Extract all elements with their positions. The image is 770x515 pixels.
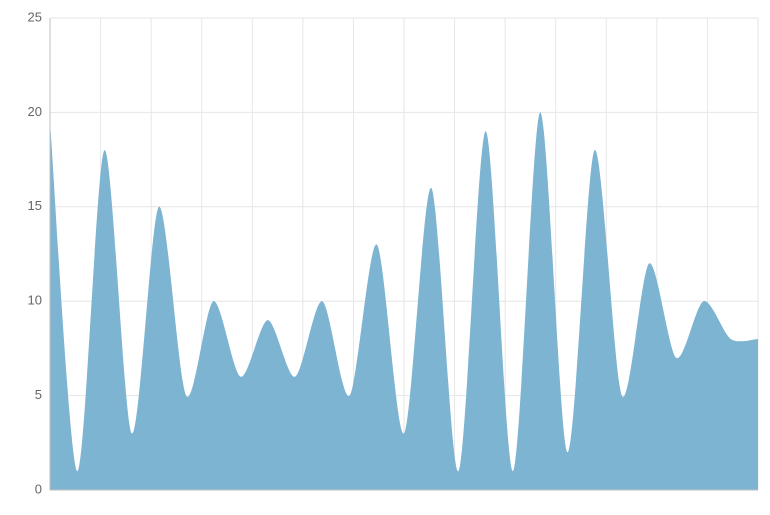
y-tick-label: 5: [35, 387, 42, 402]
y-tick-label: 15: [28, 198, 42, 213]
y-tick-label: 25: [28, 9, 42, 24]
chart-svg: 0 5 10 15 20 25: [0, 0, 770, 515]
y-tick-label: 10: [28, 293, 42, 308]
area-chart: 0 5 10 15 20 25: [0, 0, 770, 515]
y-tick-label: 20: [28, 104, 42, 119]
y-tick-label: 0: [35, 481, 42, 496]
